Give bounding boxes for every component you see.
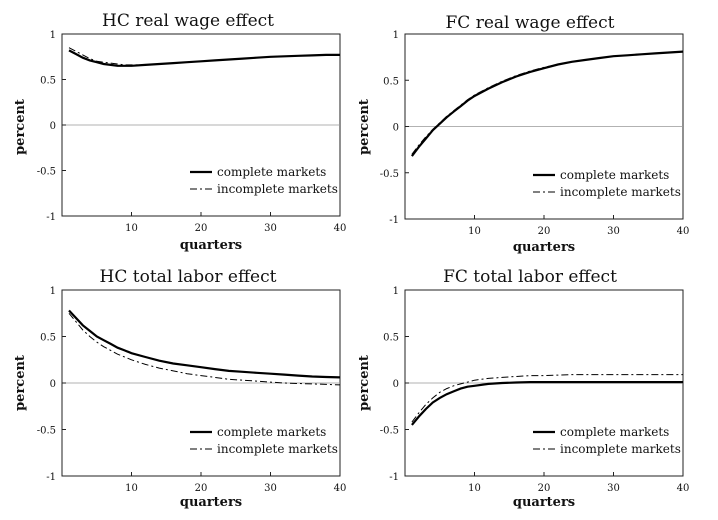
chart-title: HC total labor effect — [100, 267, 277, 287]
x-axis-label: quarters — [180, 495, 242, 510]
y-tick-label: -0.5 — [380, 169, 399, 180]
x-tick-label: 10 — [468, 226, 481, 237]
legend-entry: complete markets — [560, 168, 669, 182]
x-tick-label: 40 — [334, 483, 347, 494]
x-tick-label: 40 — [677, 226, 690, 237]
x-tick-label: 30 — [264, 483, 277, 494]
series-line-complete-markets — [68, 309, 341, 379]
legend-entry: incomplete markets — [217, 182, 338, 196]
y-axis-label: percent — [13, 99, 28, 155]
chart-title: FC real wage effect — [446, 13, 615, 33]
y-tick-label: -0.5 — [37, 426, 56, 437]
y-axis-label: percent — [13, 355, 28, 411]
x-tick-label: 40 — [677, 483, 690, 494]
series-line-incomplete-markets — [411, 51, 684, 155]
x-tick-label: 20 — [195, 483, 208, 494]
x-tick-label: 20 — [195, 223, 208, 234]
x-tick-label: 30 — [607, 483, 620, 494]
panel-fc-total-labor: FC total labor effect percent quarters 1… — [357, 267, 689, 510]
legend-entry: complete markets — [217, 165, 326, 179]
x-tick-label: 10 — [125, 483, 138, 494]
y-tick-label: -0.5 — [380, 426, 399, 437]
x-axis-label: quarters — [180, 238, 242, 253]
panel-hc-total-labor: HC total labor effect percent quarters 1… — [13, 267, 346, 510]
chart-title: FC total labor effect — [443, 267, 617, 287]
y-tick-label: -0.5 — [37, 167, 56, 178]
series-line-complete-markets — [411, 50, 684, 157]
y-tick-label: 0.5 — [40, 76, 56, 87]
x-tick-label: 10 — [125, 223, 138, 234]
x-axis-label: quarters — [513, 495, 575, 510]
y-tick-label: -1 — [389, 472, 399, 483]
y-tick-label: 0 — [50, 379, 56, 390]
y-axis-label: percent — [357, 355, 372, 411]
legend-entry: complete markets — [560, 425, 669, 439]
series-line-incomplete-markets — [68, 312, 341, 386]
y-tick-label: 0 — [393, 379, 399, 390]
legend-entry: complete markets — [217, 425, 326, 439]
y-tick-label: 0.5 — [383, 333, 399, 344]
x-tick-label: 10 — [468, 483, 481, 494]
y-tick-label: 0 — [50, 121, 56, 132]
chart-title: HC real wage effect — [102, 11, 274, 31]
y-tick-label: 0.5 — [383, 76, 399, 87]
y-tick-label: 1 — [50, 286, 56, 297]
y-tick-label: 1 — [393, 286, 399, 297]
x-tick-label: 30 — [607, 226, 620, 237]
panel-fc-real-wage: FC real wage effect percent quarters 1 0.… — [357, 13, 689, 255]
legend-entry: incomplete markets — [560, 185, 681, 199]
x-tick-label: 20 — [538, 483, 551, 494]
legend-entry: incomplete markets — [560, 442, 681, 456]
x-axis-label: quarters — [513, 240, 575, 255]
x-tick-label: 20 — [538, 226, 551, 237]
series-line-complete-markets — [68, 49, 340, 67]
x-tick-label: 30 — [264, 223, 277, 234]
series-line-complete-markets — [411, 381, 683, 426]
y-tick-label: 0.5 — [40, 333, 56, 344]
y-tick-label: 1 — [393, 30, 399, 41]
series-line-incomplete-markets — [68, 47, 340, 66]
y-tick-label: 0 — [393, 123, 399, 134]
y-tick-label: -1 — [389, 215, 399, 226]
legend-entry: incomplete markets — [217, 442, 338, 456]
y-axis-label: percent — [357, 99, 372, 155]
x-tick-label: 40 — [334, 223, 347, 234]
panel-hc-real-wage: HC real wage effect percent quarters 1 0.… — [13, 11, 346, 253]
y-tick-label: -1 — [46, 212, 56, 223]
series-line-incomplete-markets — [411, 374, 683, 423]
y-tick-label: 1 — [50, 30, 56, 41]
y-tick-label: -1 — [46, 472, 56, 483]
